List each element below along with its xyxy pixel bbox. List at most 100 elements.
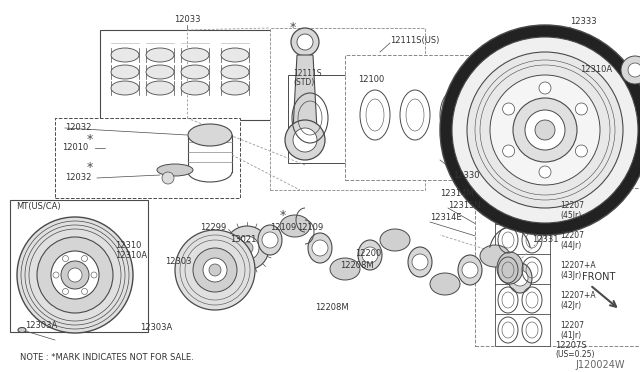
Text: 12314E: 12314E [430, 214, 461, 222]
Text: 12207: 12207 [560, 321, 584, 330]
Text: 12111S: 12111S [293, 68, 321, 77]
Text: (42Jr): (42Jr) [560, 301, 581, 311]
Text: 12330: 12330 [453, 170, 479, 180]
Ellipse shape [221, 48, 249, 62]
Text: 12310: 12310 [115, 241, 141, 250]
Polygon shape [293, 55, 317, 130]
Ellipse shape [188, 124, 232, 146]
Ellipse shape [221, 81, 249, 95]
Text: FRONT: FRONT [582, 272, 616, 282]
Ellipse shape [181, 65, 209, 79]
Circle shape [539, 82, 551, 94]
Circle shape [452, 37, 638, 223]
Text: (45Jr): (45Jr) [560, 212, 581, 221]
Ellipse shape [458, 255, 482, 285]
Bar [345, 55, 540, 180]
Circle shape [162, 172, 174, 184]
Circle shape [68, 268, 82, 282]
Text: 12208M: 12208M [340, 260, 374, 269]
Bar [495, 314, 550, 346]
Text: 12032: 12032 [65, 173, 92, 183]
Circle shape [235, 236, 259, 260]
Text: 12314M: 12314M [440, 189, 474, 198]
Text: NOTE : *MARK INDICATES NOT FOR SALE.: NOTE : *MARK INDICATES NOT FOR SALE. [20, 353, 194, 362]
Text: 12208M: 12208M [315, 304, 349, 312]
Circle shape [575, 103, 588, 115]
Circle shape [490, 75, 600, 185]
Ellipse shape [497, 252, 523, 284]
Ellipse shape [181, 48, 209, 62]
Circle shape [440, 25, 640, 235]
Text: (US=0.25): (US=0.25) [555, 350, 595, 359]
Ellipse shape [308, 233, 332, 263]
Text: 12032: 12032 [65, 124, 92, 132]
Circle shape [293, 128, 317, 152]
Circle shape [512, 270, 528, 286]
Ellipse shape [380, 229, 410, 251]
Text: 12200: 12200 [355, 248, 381, 257]
Ellipse shape [280, 215, 310, 237]
Ellipse shape [508, 263, 532, 293]
Bar [10, 200, 148, 332]
Bar [100, 30, 272, 120]
Ellipse shape [181, 81, 209, 95]
Ellipse shape [430, 273, 460, 295]
Circle shape [285, 120, 325, 160]
Circle shape [621, 56, 640, 84]
Circle shape [502, 103, 515, 115]
Text: 12207+A: 12207+A [560, 260, 596, 269]
Ellipse shape [18, 327, 26, 333]
Text: *: * [87, 161, 93, 174]
Circle shape [467, 52, 623, 208]
Circle shape [525, 110, 565, 150]
Text: *: * [290, 22, 296, 35]
Text: 12010: 12010 [62, 144, 88, 153]
Circle shape [297, 34, 313, 50]
Text: MT(US/CA): MT(US/CA) [16, 202, 61, 212]
Ellipse shape [146, 65, 174, 79]
Bar [495, 284, 550, 316]
Circle shape [175, 230, 255, 310]
Circle shape [628, 63, 640, 77]
Text: 12315N: 12315N [448, 201, 481, 209]
Circle shape [63, 288, 68, 295]
Circle shape [17, 217, 133, 333]
Text: J120024W: J120024W [575, 360, 625, 370]
Ellipse shape [408, 247, 432, 277]
Ellipse shape [111, 48, 139, 62]
Text: 12207: 12207 [560, 231, 584, 240]
Circle shape [312, 240, 328, 256]
Text: 12207: 12207 [560, 201, 584, 209]
Text: *: * [87, 134, 93, 147]
Ellipse shape [221, 65, 249, 79]
Ellipse shape [146, 81, 174, 95]
Text: 12333: 12333 [570, 17, 596, 26]
Ellipse shape [258, 225, 282, 255]
Text: 12299: 12299 [200, 224, 227, 232]
Circle shape [91, 272, 97, 278]
Ellipse shape [157, 164, 193, 176]
Circle shape [209, 264, 221, 276]
Circle shape [262, 232, 278, 248]
Text: (41Jr): (41Jr) [560, 331, 581, 340]
Ellipse shape [146, 48, 174, 62]
Text: 12109: 12109 [270, 224, 296, 232]
Text: 12033: 12033 [173, 16, 200, 25]
Circle shape [241, 242, 253, 254]
Circle shape [81, 256, 88, 262]
Bar [495, 254, 550, 286]
Circle shape [362, 247, 378, 263]
Text: 12111S(US): 12111S(US) [390, 35, 440, 45]
Ellipse shape [358, 240, 382, 270]
Text: (43Jr): (43Jr) [560, 272, 581, 280]
Circle shape [462, 262, 478, 278]
Bar [288, 75, 360, 163]
Text: 12109: 12109 [297, 224, 323, 232]
Text: 12100: 12100 [358, 76, 384, 84]
Bar [270, 28, 425, 190]
Circle shape [63, 256, 68, 262]
Text: 12207+A: 12207+A [560, 291, 596, 299]
Circle shape [53, 272, 59, 278]
Circle shape [575, 145, 588, 157]
Circle shape [51, 251, 99, 299]
